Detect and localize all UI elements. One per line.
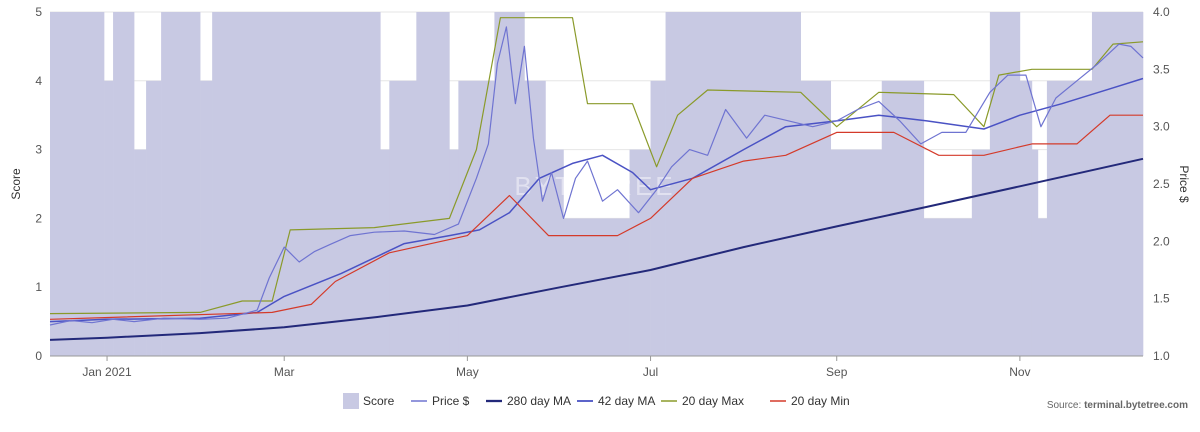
score-column[interactable] bbox=[665, 12, 801, 356]
x-tick-label: Jul bbox=[643, 365, 658, 379]
legend-label: Score bbox=[363, 394, 395, 408]
score-column[interactable] bbox=[989, 12, 1021, 356]
y-left-tick-label: 3 bbox=[35, 143, 42, 157]
y-right-tick-label: 2.0 bbox=[1153, 234, 1170, 248]
y-left-tick-label: 2 bbox=[35, 211, 42, 225]
legend-label: 20 day Min bbox=[791, 394, 850, 408]
y-left-tick-label: 4 bbox=[35, 74, 42, 88]
legend-item-price[interactable]: Price $ bbox=[411, 394, 470, 408]
price-lines[interactable] bbox=[49, 17, 1144, 341]
score-column[interactable] bbox=[212, 12, 381, 356]
legend-item-42-day-ma[interactable]: 42 day MA bbox=[577, 394, 655, 408]
series-line-20-day-min[interactable] bbox=[49, 114, 1143, 320]
score-column[interactable] bbox=[830, 149, 883, 356]
legend-label: Price $ bbox=[432, 394, 470, 408]
series-line-price[interactable] bbox=[49, 26, 1144, 326]
score-column[interactable] bbox=[650, 80, 666, 357]
legend-swatch bbox=[343, 393, 359, 409]
score-column[interactable] bbox=[1046, 80, 1093, 357]
legend[interactable]: Score Price $ 280 day MA 42 day MA 20 day Ma… bbox=[343, 393, 850, 409]
legend-item-score[interactable]: Score bbox=[343, 393, 395, 409]
x-tick-label: Mar bbox=[274, 365, 295, 379]
score-columns[interactable] bbox=[50, 12, 1144, 357]
score-column[interactable] bbox=[389, 80, 417, 357]
y-right-tick-label: 2.5 bbox=[1153, 177, 1170, 191]
x-tick-label: Jan 2021 bbox=[82, 365, 132, 379]
score-column[interactable] bbox=[113, 12, 135, 356]
x-tick-label: Sep bbox=[826, 365, 848, 379]
score-column[interactable] bbox=[1037, 218, 1048, 356]
score-column[interactable] bbox=[629, 149, 651, 356]
y-right-tick-label: 4.0 bbox=[1153, 5, 1170, 19]
legend-label: 42 day MA bbox=[598, 394, 655, 408]
score-column[interactable] bbox=[563, 218, 630, 356]
score-column[interactable] bbox=[800, 80, 832, 357]
score-column[interactable] bbox=[50, 12, 105, 356]
y-left-axis-title: Score bbox=[9, 168, 23, 200]
y-right-tick-label: 3.5 bbox=[1153, 62, 1170, 76]
score-column[interactable] bbox=[524, 80, 546, 357]
score-column[interactable] bbox=[104, 80, 114, 357]
score-column[interactable] bbox=[923, 218, 973, 356]
score-column[interactable] bbox=[134, 149, 147, 356]
x-tick-label: Nov bbox=[1009, 365, 1030, 379]
score-column[interactable] bbox=[1031, 149, 1039, 356]
y-right-tick-label: 1.5 bbox=[1153, 292, 1170, 306]
score-column[interactable] bbox=[161, 12, 201, 356]
y-left-tick-label: 5 bbox=[35, 5, 42, 19]
series-line-280-day-ma[interactable] bbox=[49, 157, 1144, 341]
y-right-axis-title: Price $ bbox=[1177, 165, 1191, 203]
x-tick-label: May bbox=[456, 365, 479, 379]
score-column[interactable] bbox=[416, 12, 450, 356]
score-column[interactable] bbox=[881, 80, 925, 357]
score-column[interactable] bbox=[449, 149, 459, 356]
legend-item-20-day-min[interactable]: 20 day Min bbox=[770, 394, 850, 408]
score-column[interactable] bbox=[458, 80, 495, 357]
series-line-42-day-ma[interactable] bbox=[49, 77, 1144, 323]
score-column[interactable] bbox=[1091, 12, 1144, 356]
y-right-tick-label: 3.0 bbox=[1153, 120, 1170, 134]
source-note: Source: terminal.bytetree.com bbox=[1047, 400, 1188, 411]
source-site: terminal.bytetree.com bbox=[1084, 400, 1188, 411]
axes: Jan 2021 Mar May Jul Sep Nov 0 1 2 3 4 5 1.0 1.5 2.0 2.… bbox=[35, 5, 1170, 379]
source-label: Source: bbox=[1047, 400, 1084, 411]
series-line-20-day-max[interactable] bbox=[49, 17, 1144, 315]
y-left-tick-label: 1 bbox=[35, 280, 42, 294]
legend-item-280-day-ma[interactable]: 280 day MA bbox=[486, 394, 571, 408]
legend-label: 20 day Max bbox=[682, 394, 744, 408]
y-right-tick-label: 1.0 bbox=[1153, 349, 1170, 363]
score-column[interactable] bbox=[1019, 80, 1033, 357]
score-column[interactable] bbox=[146, 80, 162, 357]
y-left-tick-label: 0 bbox=[35, 349, 42, 363]
score-column[interactable] bbox=[200, 80, 213, 357]
legend-item-20-day-max[interactable]: 20 day Max bbox=[661, 394, 744, 408]
legend-label: 280 day MA bbox=[507, 394, 571, 408]
score-column[interactable] bbox=[971, 149, 991, 356]
